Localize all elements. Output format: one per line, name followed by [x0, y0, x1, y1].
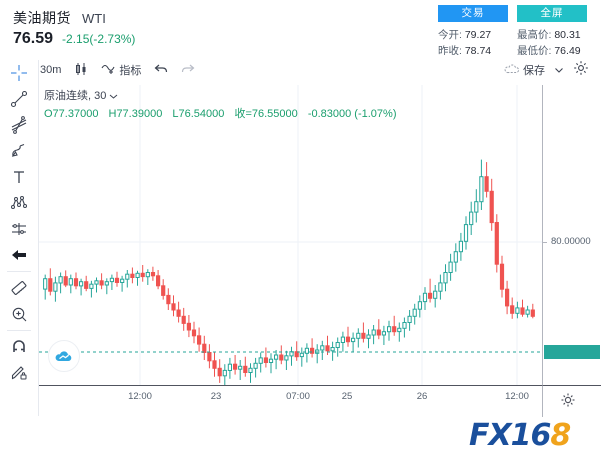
gear-icon[interactable]: [560, 392, 576, 413]
undo-icon: [154, 63, 168, 78]
arrow-left-icon[interactable]: [0, 242, 38, 268]
rail-divider: [7, 271, 31, 272]
brush-icon[interactable]: [0, 138, 38, 164]
stat-low-value: 76.49: [554, 45, 581, 57]
undo-button[interactable]: [154, 63, 168, 78]
legend-low: L76.54000: [172, 108, 225, 120]
time-axis[interactable]: 12:00 23 07:00 25 26 12:00: [39, 385, 542, 417]
fx168-watermark: FX168: [469, 418, 571, 453]
legend-title-row[interactable]: 原油连续, 30: [44, 87, 404, 103]
forecast-icon[interactable]: [0, 216, 38, 242]
zoom-in-icon[interactable]: [0, 301, 38, 327]
last-price-tag: [544, 345, 600, 359]
fullscreen-button[interactable]: 全屏: [517, 5, 587, 22]
redo-icon: [181, 63, 195, 78]
stat-low-label: 最低价:: [517, 45, 552, 57]
chart-toolbar: 30m 指标: [0, 55, 601, 85]
indicator-icon: [101, 62, 116, 79]
candlestick-plot[interactable]: 原油连续, 30 O77.37000 H77.39000 L76.54000 收…: [39, 85, 542, 385]
stat-high: 最高价: 80.31: [517, 27, 581, 42]
chart-gridlines: [39, 85, 542, 385]
stat-low: 最低价: 76.49: [517, 43, 581, 58]
price-axis-label: 80.00000: [551, 236, 591, 247]
last-price: 76.59: [13, 30, 54, 47]
lock-pencil-icon[interactable]: [0, 360, 38, 386]
last-price-line: [39, 351, 542, 353]
drawing-tools-rail: [0, 60, 39, 416]
trade-button[interactable]: 交易: [438, 5, 508, 22]
stat-open: 今开: 79.27: [438, 27, 491, 42]
interval-selector[interactable]: 30m: [40, 64, 61, 76]
price-row: 76.59 -2.15(-2.73%): [13, 30, 135, 48]
stat-prev-label: 昨收:: [438, 45, 462, 57]
legend-high: H77.39000: [108, 108, 163, 120]
stat-prev-value: 78.74: [464, 45, 492, 57]
time-axis-label: 12:00: [505, 391, 529, 402]
redo-button[interactable]: [181, 63, 195, 78]
time-axis-label: 25: [341, 391, 353, 402]
fib-fork-icon[interactable]: [0, 112, 38, 138]
rail-divider-2: [7, 330, 31, 331]
legend-open: O77.37000: [44, 108, 99, 120]
price-change: -2.15(-2.73%): [62, 32, 136, 46]
watermark-text-b: 8: [550, 418, 571, 453]
chevron-down-icon[interactable]: [554, 61, 564, 79]
chart-legend: 原油连续, 30 O77.37000 H77.39000 L76.54000 收…: [44, 87, 404, 121]
header-bar: 美油期货 WTI 76.59 -2.15(-2.73%) 交易 全屏 今开: 7…: [0, 0, 601, 58]
time-axis-label: 07:00: [286, 391, 310, 402]
stat-open-value: 79.27: [464, 29, 492, 41]
chart-type-button[interactable]: [74, 62, 88, 79]
cloud-badge-icon[interactable]: [48, 340, 80, 372]
time-axis-label: 12:00: [128, 391, 152, 402]
time-axis-label: 23: [210, 391, 222, 402]
candlestick-icon: [74, 62, 88, 79]
gear-icon[interactable]: [573, 60, 589, 81]
cloud-icon: [504, 63, 520, 78]
symbol-row: 美油期货 WTI: [13, 8, 106, 28]
patterns-icon[interactable]: [0, 190, 38, 216]
legend-change: -0.83000 (-1.07%): [307, 108, 397, 120]
time-axis-label: 26: [416, 391, 428, 402]
price-axis-tick: [543, 242, 547, 243]
chevron-down-icon[interactable]: [109, 90, 118, 102]
interval-label: 30m: [40, 64, 62, 76]
ruler-icon[interactable]: [0, 275, 38, 301]
chart-container[interactable]: 原油连续, 30 O77.37000 H77.39000 L76.54000 收…: [39, 85, 601, 453]
price-axis[interactable]: 80.00000: [542, 85, 601, 385]
candle-series: [43, 159, 535, 385]
text-icon[interactable]: [0, 164, 38, 190]
crosshair-icon[interactable]: [0, 60, 38, 86]
magnet-icon[interactable]: [0, 334, 38, 360]
trend-line-icon[interactable]: [0, 86, 38, 112]
indicators-button[interactable]: 指标: [101, 62, 141, 79]
save-button[interactable]: 保存: [504, 62, 545, 78]
stat-prev-close: 昨收: 78.74: [438, 43, 491, 58]
symbol-code: WTI: [82, 11, 106, 26]
save-label: 保存: [523, 65, 545, 77]
legend-title: 原油连续, 30: [44, 90, 107, 102]
time-axis-settings-area: [542, 385, 601, 417]
indicators-label: 指标: [119, 65, 142, 77]
symbol-name: 美油期货: [13, 10, 71, 26]
stat-high-value: 80.31: [554, 29, 581, 41]
legend-close: 收=76.55000: [234, 108, 298, 120]
legend-ohlc-row: O77.37000 H77.39000 L76.54000 收=76.55000…: [44, 105, 404, 121]
stat-open-label: 今开:: [438, 29, 462, 41]
watermark-text-a: FX16: [469, 418, 551, 453]
stat-high-label: 最高价:: [517, 29, 552, 41]
